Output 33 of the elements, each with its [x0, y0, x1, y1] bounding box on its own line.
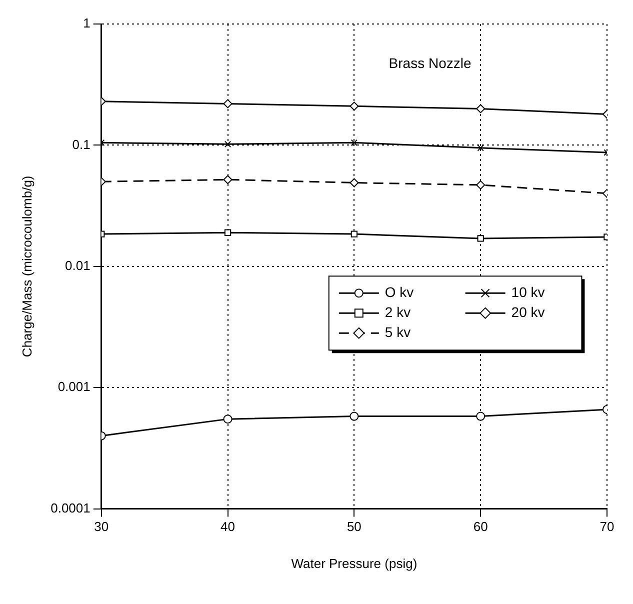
point [476, 104, 486, 114]
x-tick-label: 50 [346, 519, 362, 534]
point [477, 144, 484, 152]
point [224, 140, 232, 148]
legend-label: O kv [384, 284, 414, 300]
point [350, 412, 359, 421]
point [350, 178, 359, 188]
point [224, 229, 232, 236]
y-tick-label: 0.001 [58, 379, 90, 394]
point [476, 180, 486, 190]
legend-label: 10 kv [511, 284, 545, 300]
y-axis-title: Charge/Mass (microcoulomb/g) [19, 176, 34, 358]
legend-label: 20 kv [511, 304, 545, 320]
point [350, 102, 359, 111]
point [350, 139, 358, 146]
text: Brass Nozzle [388, 54, 472, 71]
y-tick-label: 0.0001 [50, 500, 90, 516]
legend-label: 5 kv [384, 324, 411, 340]
point [223, 414, 232, 424]
point [223, 175, 232, 184]
point [223, 99, 232, 108]
y-tick-label: 0.1 [72, 136, 90, 152]
point [350, 230, 358, 238]
x-tick-label: 30 [94, 519, 109, 534]
x-tick-label: 60 [473, 519, 488, 534]
point [476, 412, 486, 421]
x-axis-title: Water Pressure (psig) [291, 556, 418, 571]
point [477, 235, 484, 242]
x-tick-label: 70 [600, 519, 614, 534]
y-tick-label: 0.01 [65, 258, 90, 273]
y-tick-label: 1 [83, 16, 90, 31]
x-tick-label: 40 [220, 519, 236, 534]
legend-label: 2 kv [384, 304, 411, 320]
